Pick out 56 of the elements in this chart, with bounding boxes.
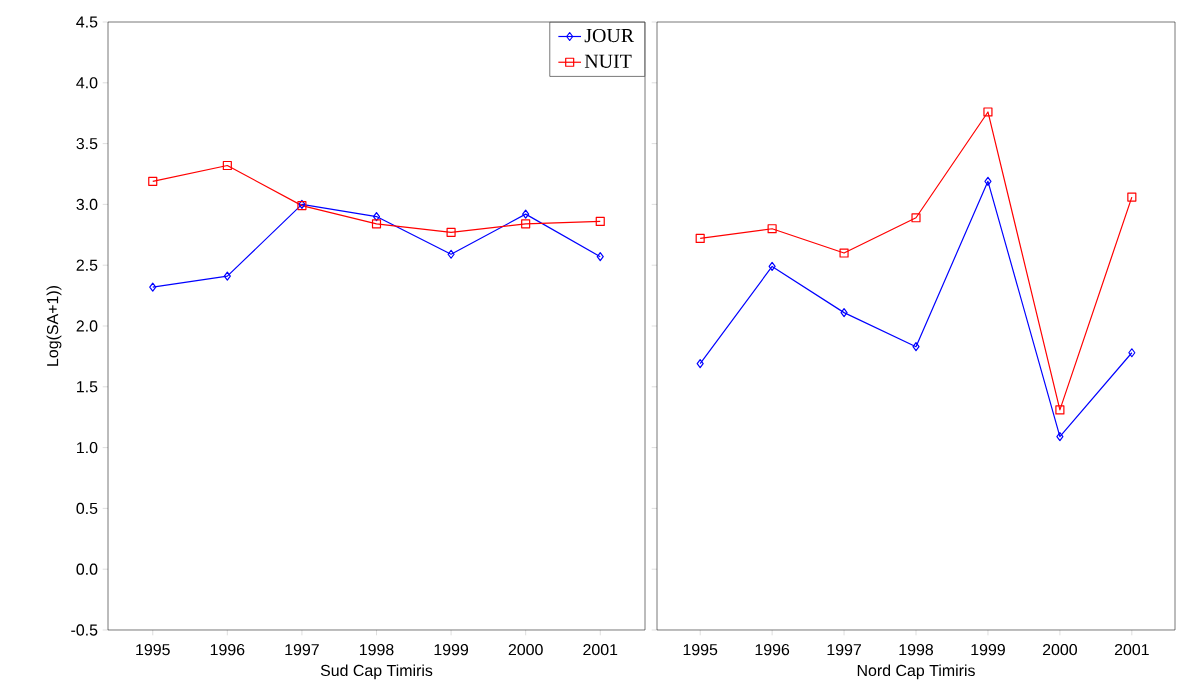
point [148,176,158,186]
y-tick-label: 1.0 [77,441,98,454]
x-tick-label: 2000 [508,643,543,656]
x-tick-label: 2000 [1042,643,1077,656]
point [1128,348,1136,358]
point [912,342,920,352]
y-tick-label: 2.0 [76,320,98,332]
point [767,224,777,234]
point [1055,405,1065,415]
point [522,209,530,219]
point [696,359,704,369]
y-tick-label: 3.0 [76,198,98,211]
point [984,176,992,186]
y-tick-label: 1.5 [77,381,98,393]
point [911,213,921,223]
y-tick-label: 0.5 [76,502,98,515]
point [447,249,455,259]
point [595,216,605,227]
point [768,261,776,271]
x-tick-label: 1998 [359,643,394,656]
x-tick-label: 1996 [210,643,245,656]
point [371,219,382,229]
point [983,107,993,117]
point [1056,432,1064,442]
legend-label: JOUR [584,28,635,43]
x-tick-label: 1997 [285,643,319,656]
x-tick-label: 1995 [683,643,718,656]
point [839,248,849,258]
x-tick-label: 1995 [136,643,170,656]
point [695,233,705,244]
y-tick-label: 4.5 [76,16,98,28]
x-axis-title: Sud Cap Timiris [320,664,433,680]
y-tick-label: 3.5 [76,137,98,150]
y-tick-label: 4.0 [76,77,98,89]
y-tick-label: 2.5 [76,259,98,271]
legend-label: NUIT [584,54,632,68]
point [372,211,381,222]
x-tick-label: 1996 [755,643,790,656]
x-tick-label: 2001 [1114,643,1149,656]
x-tick-label: 1997 [827,643,861,656]
point [596,252,604,262]
point [223,271,231,281]
point [446,227,456,237]
y-tick-label: 0.0 [76,563,98,575]
x-tick-label: 1998 [899,643,934,656]
x-tick-label: 1999 [971,643,1005,656]
point [521,219,531,229]
x-axis-title: Nord Cap Timiris [857,664,975,680]
point [840,308,848,318]
x-tick-label: 1999 [434,643,469,656]
x-tick-label: 2001 [583,643,618,656]
point [1127,192,1137,202]
y-axis-title: Log(SA+1)) [46,286,62,366]
y-tick-label: -0.5 [71,624,98,636]
point [222,160,232,171]
point [149,282,157,292]
